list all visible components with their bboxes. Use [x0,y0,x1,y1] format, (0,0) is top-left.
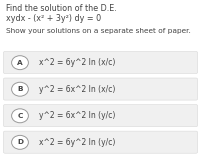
Text: B: B [17,86,23,92]
Circle shape [12,82,28,96]
Text: y^2 = 6x^2 ln (x/c): y^2 = 6x^2 ln (x/c) [39,85,115,94]
FancyBboxPatch shape [3,51,198,74]
Text: x^2 = 6y^2 ln (y/c): x^2 = 6y^2 ln (y/c) [39,138,115,147]
Text: D: D [17,139,23,145]
FancyBboxPatch shape [3,131,198,153]
Circle shape [12,135,28,149]
Circle shape [12,109,28,123]
FancyBboxPatch shape [3,105,198,127]
Circle shape [12,56,28,70]
Text: C: C [17,113,23,119]
Text: Show your solutions on a separate sheet of paper.: Show your solutions on a separate sheet … [6,28,191,34]
Text: y^2 = 6x^2 ln (y/c): y^2 = 6x^2 ln (y/c) [39,111,115,120]
Text: x^2 = 6y^2 ln (x/c): x^2 = 6y^2 ln (x/c) [39,58,115,67]
Text: Find the solution of the D.E.: Find the solution of the D.E. [6,4,117,13]
Text: A: A [17,60,23,66]
Text: xydx - (x² + 3y²) dy = 0: xydx - (x² + 3y²) dy = 0 [6,14,101,23]
FancyBboxPatch shape [3,78,198,100]
